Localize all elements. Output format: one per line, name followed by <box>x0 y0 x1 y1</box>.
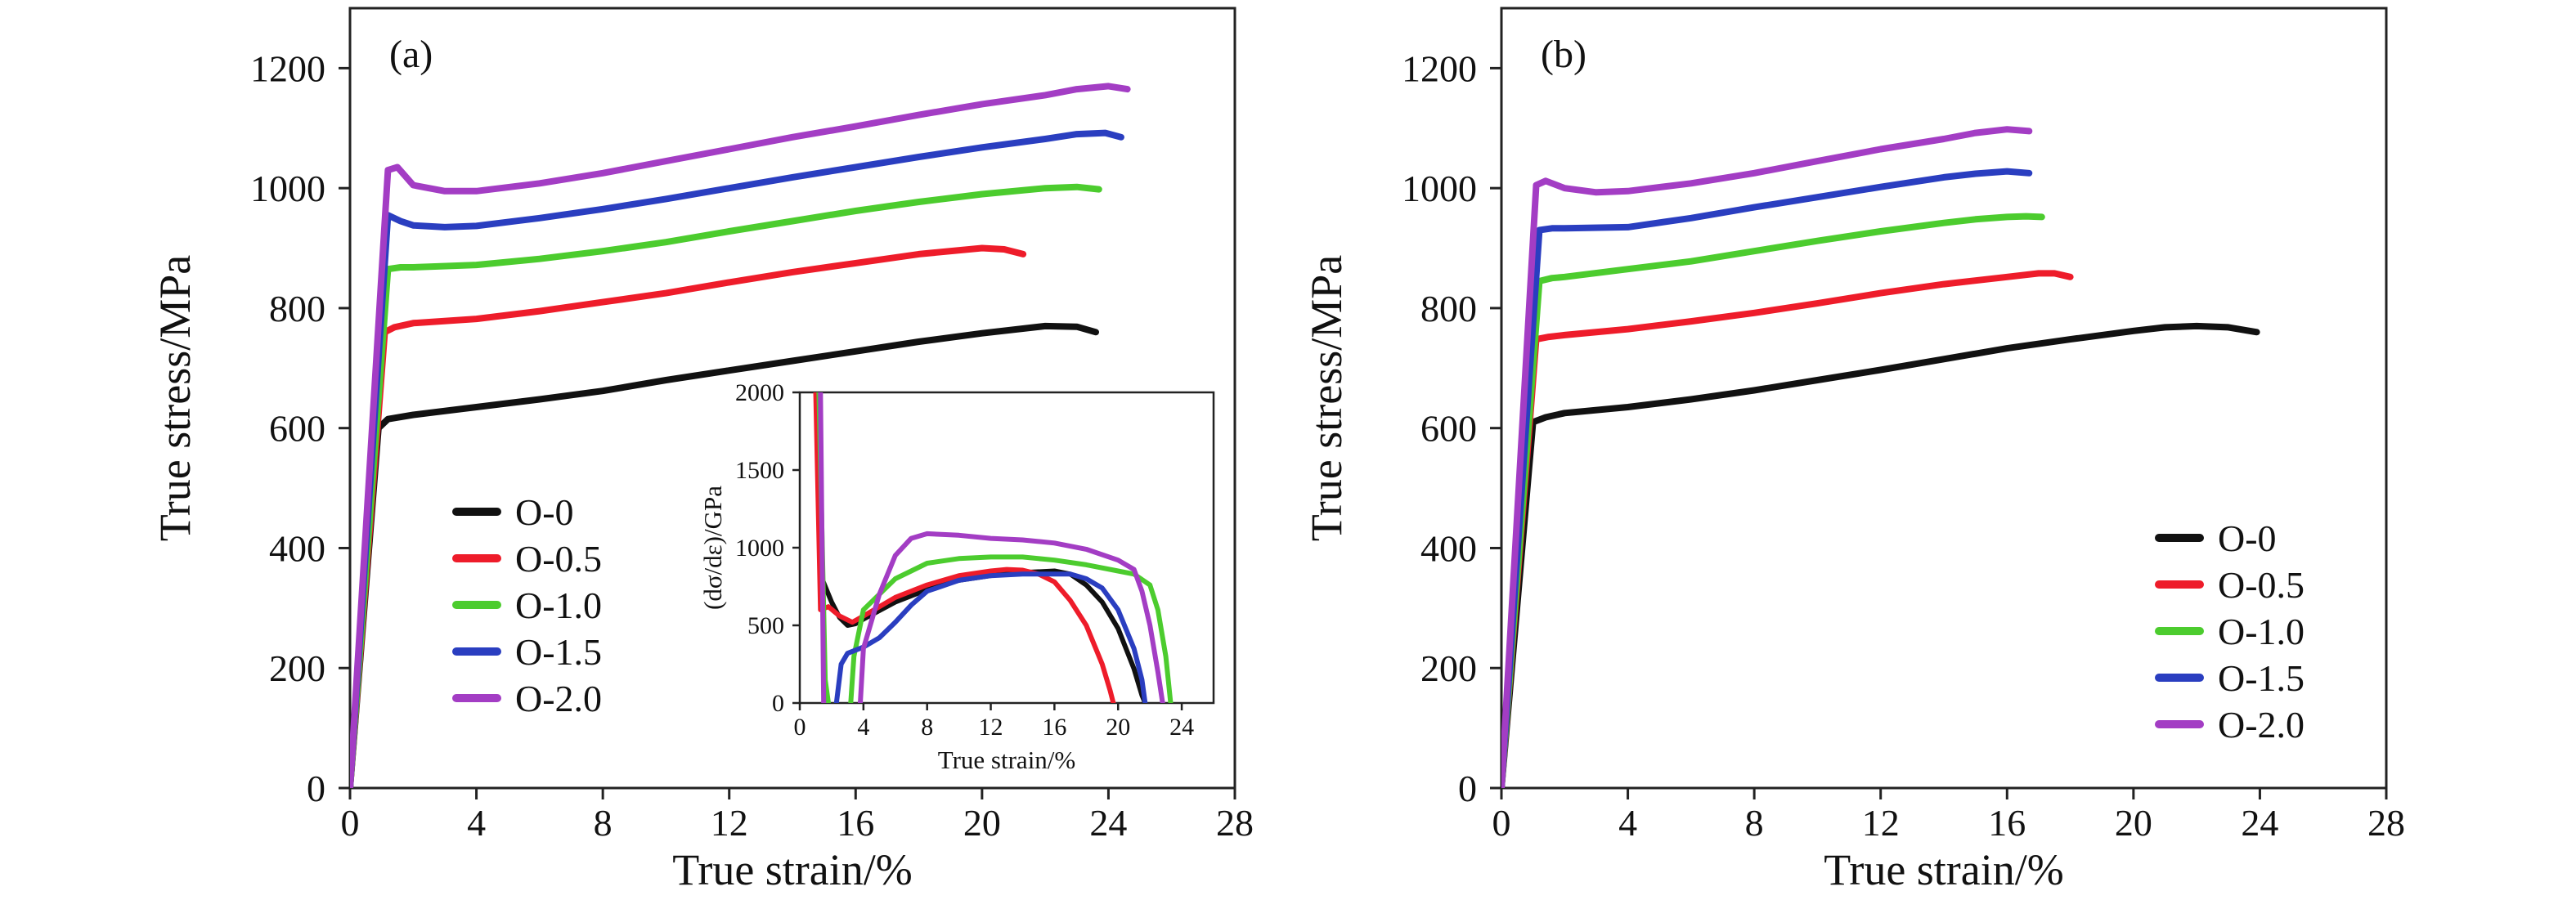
inset-ytick-label: 0 <box>772 690 784 717</box>
inset-xtick-label: 20 <box>1106 714 1130 741</box>
panel-a-ytick-label: 0 <box>307 768 325 809</box>
panel-b-xtick-label: 8 <box>1745 802 1764 844</box>
inset-ytick-label: 500 <box>747 612 784 639</box>
panel-a-series-o-0-5 <box>350 244 1027 788</box>
inset-series-o-2-0b <box>858 531 1165 703</box>
panel-b-xtick-label: 20 <box>2115 802 2152 844</box>
panel-a-ytick-label: 400 <box>269 527 325 569</box>
panel-b-series-o-0 <box>1501 322 2260 788</box>
inset-xtick-label: 0 <box>794 714 806 741</box>
panel-a-ytick-label: 1000 <box>250 168 325 209</box>
panel-b-ytick-label: 200 <box>1420 647 1477 689</box>
panel-a-ytick-label: 600 <box>269 408 325 450</box>
panel-a-xtick-label: 12 <box>711 802 748 844</box>
panel-b-panel-label: (b) <box>1541 33 1586 76</box>
panel-b-series-o-0-5 <box>1501 270 2074 788</box>
panel-a-xtick-label: 24 <box>1089 802 1127 844</box>
panel-a-xtick-label: 16 <box>837 802 874 844</box>
panel-b-series-o-2-0 <box>1501 126 2033 788</box>
panel-a-ytick-label: 200 <box>269 647 325 689</box>
panel-b-ytick-label: 1200 <box>1402 47 1477 89</box>
panel-a-xtick-label: 28 <box>1216 802 1254 844</box>
inset-series-o-2-0 <box>818 392 827 703</box>
panel-b-legend-label: O-0 <box>2218 517 2277 559</box>
panel-b-xtick-label: 4 <box>1618 802 1637 844</box>
panel-b-ytick-label: 800 <box>1420 288 1477 329</box>
panel-a-xtick-label: 4 <box>467 802 486 844</box>
inset-xtick-label: 8 <box>921 714 933 741</box>
panel-b-ytick-label: 0 <box>1458 768 1477 809</box>
panel-b-xtick-label: 24 <box>2241 802 2278 844</box>
panel-a-xtick-label: 8 <box>594 802 613 844</box>
panel-b-ytick-label: 600 <box>1420 408 1477 450</box>
inset-series-o-0-5 <box>813 392 1116 703</box>
inset-y-axis-title: (dσ/dε)/GPa <box>698 486 727 610</box>
panel-a-x-axis-title: True strain/% <box>672 845 913 894</box>
panel-a-legend: O-0 O-0.5O-1.0 O-1.5 O-2.0 <box>452 491 602 719</box>
panel-b-xtick-label: 0 <box>1492 802 1511 844</box>
panel-a-legend-label: O-1.0 <box>515 584 602 626</box>
inset-xtick-label: 4 <box>857 714 869 741</box>
inset-ytick-label: 1500 <box>735 457 784 484</box>
panel-b-legend-label: O-0.5 <box>2218 564 2304 606</box>
panel-b-x-axis-title: True strain/% <box>1824 845 2064 894</box>
panel-b-ytick-label: 400 <box>1420 527 1477 569</box>
panel-a-series-o-2-0 <box>350 83 1131 788</box>
panel-b-xtick-label: 16 <box>1988 802 2026 844</box>
panel-b-legend-label: O-1.0 <box>2218 611 2304 652</box>
panel-a-panel-label: (a) <box>389 33 433 76</box>
panel-a-series-o-1-5 <box>350 129 1124 788</box>
panel-b-xtick-label: 28 <box>2367 802 2405 844</box>
inset-plot: 0 4 8 12 16 20 24 0 500 1000 1500 2000 True strain/%… <box>698 379 1215 774</box>
panel-b-legend-label: O-2.0 <box>2218 704 2304 746</box>
inset-xtick-label: 12 <box>979 714 1003 741</box>
panel-b-series-o-1-0 <box>1501 213 2045 788</box>
inset-x-axis-title: True strain/% <box>938 746 1076 774</box>
panel-a-xtick-label: 20 <box>963 802 1001 844</box>
panel-a-ytick-label: 800 <box>269 288 325 329</box>
inset-xtick-label: 24 <box>1169 714 1194 741</box>
panel-a-y-axis-title: True stress/MPa <box>150 255 200 542</box>
panel-a-series-o-1-0 <box>350 183 1102 788</box>
panel-b-ytick-label: 1000 <box>1402 168 1477 209</box>
panel-a-legend-label: O-0.5 <box>515 538 602 580</box>
inset-ytick-label: 2000 <box>735 379 784 406</box>
panel-b-plot: 0 4 8 12 16 20 24 28 0 200 400 600 800 1000 1200 True s… <box>1302 7 2405 894</box>
panel-a-xtick-label: 0 <box>341 802 360 844</box>
panel-a-legend-label: O-0 <box>515 491 574 533</box>
panel-a-series-o-0 <box>350 322 1099 788</box>
panel-b-y-axis-title: True stress/MPa <box>1302 255 1351 542</box>
inset-xtick-label: 16 <box>1042 714 1066 741</box>
panel-a-ytick-label: 1200 <box>250 47 325 89</box>
panel-b-xtick-label: 12 <box>1862 802 1900 844</box>
inset-ytick-label: 1000 <box>735 535 784 562</box>
panel-a-legend-label: O-2.0 <box>515 678 602 719</box>
panel-b-legend: O-0 O-0.5 O-1.0 O-1.5 O-2.0 <box>2155 517 2304 746</box>
panel-b-legend-label: O-1.5 <box>2218 657 2304 699</box>
inset-frame <box>798 391 1215 705</box>
panel-b-series-o-1-5 <box>1501 168 2033 788</box>
panel-a-legend-label: O-1.5 <box>515 631 602 673</box>
